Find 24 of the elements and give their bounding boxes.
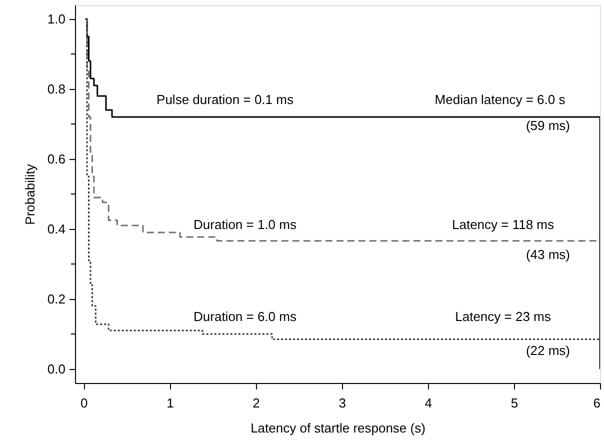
annotation: Duration = 1.0 ms: [194, 217, 297, 232]
x-tick-label: 2: [252, 396, 260, 410]
x-tick-label: 6: [593, 396, 600, 410]
x-tick-label: 3: [338, 396, 346, 410]
annotation: (43 ms): [526, 247, 570, 262]
annotation: Latency = 23 ms: [455, 309, 552, 324]
annotation: (22 ms): [526, 343, 570, 358]
y-tick-label: 0.6: [47, 152, 66, 166]
x-tick-label: 1: [166, 396, 174, 410]
annotation: Median latency = 6.0 s: [434, 92, 566, 107]
annotation: Latency = 118 ms: [452, 217, 555, 232]
x-tick-label: 4: [424, 396, 432, 410]
y-tick-label: 0.2: [47, 292, 66, 306]
y-tick-label: 1.0: [47, 12, 66, 26]
x-tick-label: 0: [80, 396, 88, 410]
y-tick-label: 0.0: [47, 362, 66, 376]
annotation: (59 ms): [526, 118, 570, 133]
y-axis-title: Probability: [22, 164, 38, 225]
x-tick-label: 5: [510, 396, 518, 410]
x-axis-title: Latency of startle response (s): [250, 420, 426, 436]
annotation: Duration = 6.0 ms: [194, 309, 297, 324]
y-tick-label: 0.4: [47, 222, 66, 236]
annotation: Pulse duration = 0.1 ms: [156, 92, 294, 107]
y-tick-label: 0.8: [47, 82, 66, 96]
